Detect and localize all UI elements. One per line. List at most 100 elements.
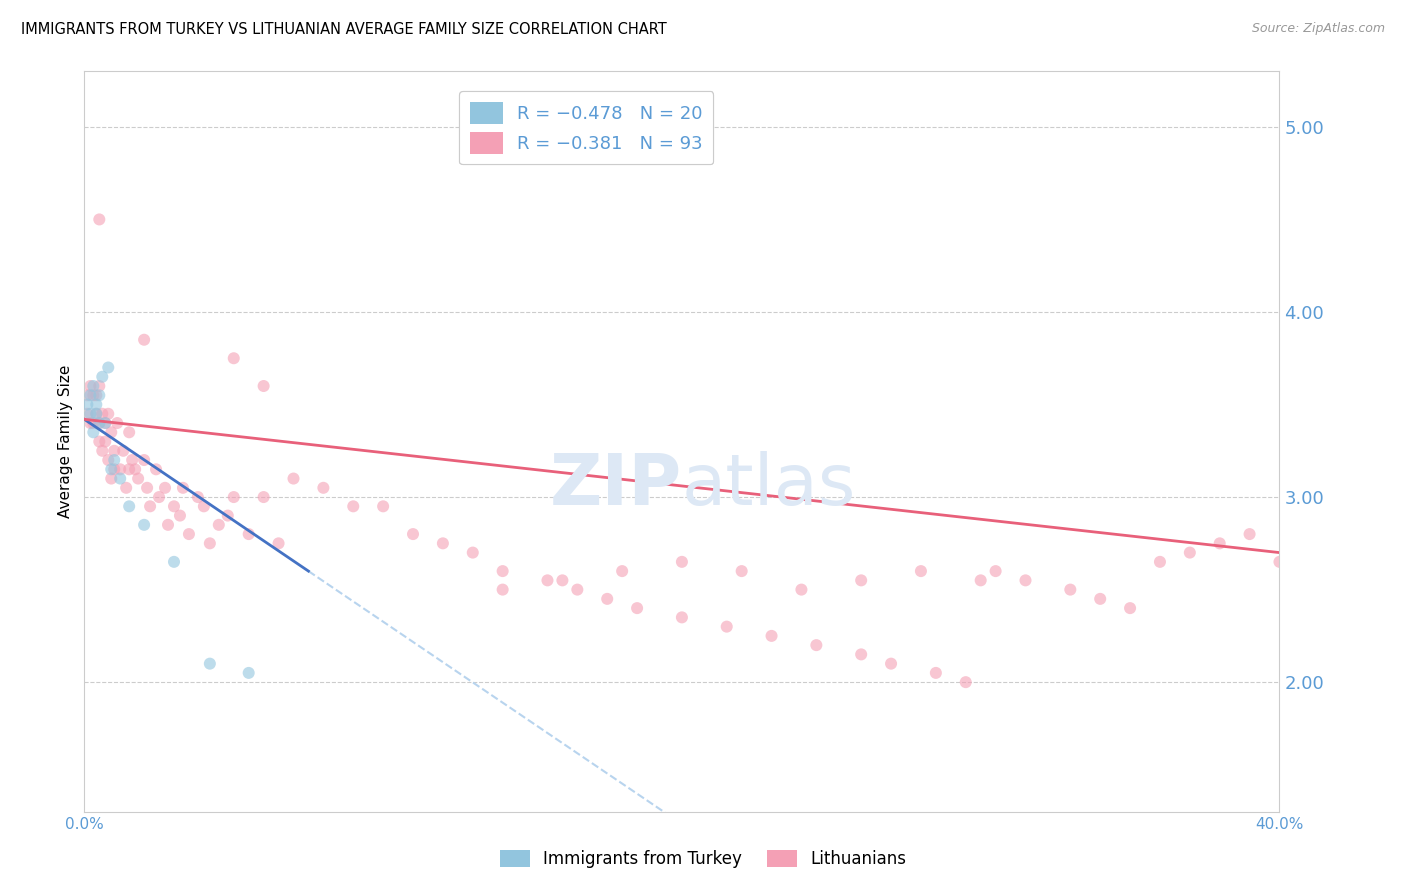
Point (86, 398, 108, 412)
Point (110, 462, 132, 476)
Point (91, 369, 114, 384)
Point (145, 462, 167, 476)
Point (79, 416, 101, 430)
Point (432, 536, 454, 550)
Point (612, 564, 634, 578)
Point (198, 657, 221, 671)
Point (100, 472, 122, 486)
Point (79, 379, 101, 393)
Point (880, 657, 903, 671)
Point (89, 416, 111, 430)
Point (536, 574, 558, 588)
Point (118, 500, 141, 514)
Point (851, 648, 873, 662)
Point (1059, 582, 1081, 597)
Point (217, 508, 239, 523)
Point (91, 407, 114, 421)
Point (1090, 591, 1112, 606)
Point (97, 360, 120, 375)
Y-axis label: Average Family Size: Average Family Size (58, 365, 73, 518)
Point (1014, 574, 1036, 588)
Point (82, 416, 104, 430)
Point (103, 443, 125, 458)
Point (596, 591, 619, 606)
Point (86, 407, 108, 421)
Point (238, 665, 260, 680)
Point (222, 490, 245, 504)
Point (851, 574, 873, 588)
Point (312, 481, 335, 495)
Point (94, 434, 117, 449)
Point (153, 481, 176, 495)
Point (89, 212, 111, 227)
Point (1178, 545, 1201, 560)
Point (253, 379, 276, 393)
Point (1119, 601, 1142, 615)
Text: Source: ZipAtlas.com: Source: ZipAtlas.com (1251, 22, 1385, 36)
Point (148, 490, 170, 504)
Point (110, 472, 132, 486)
Point (79, 407, 101, 421)
Point (97, 407, 120, 421)
Point (94, 416, 117, 430)
Point (187, 490, 209, 504)
Point (136, 481, 159, 495)
Point (984, 564, 1007, 578)
Point (132, 333, 156, 347)
Point (89, 434, 111, 449)
Point (1149, 555, 1171, 569)
Text: atlas: atlas (682, 451, 856, 520)
Point (1239, 527, 1261, 541)
Point (112, 443, 135, 458)
Point (283, 472, 305, 486)
Point (89, 379, 111, 393)
Point (267, 536, 290, 550)
Point (127, 472, 149, 486)
Point (103, 453, 125, 467)
Legend: R = −0.478   N = 20, R = −0.381   N = 93: R = −0.478 N = 20, R = −0.381 N = 93 (460, 92, 713, 164)
Point (671, 555, 693, 569)
Point (373, 500, 395, 514)
Point (671, 610, 693, 624)
Point (172, 481, 194, 495)
Point (402, 527, 425, 541)
Point (100, 462, 122, 476)
Point (238, 527, 260, 541)
Point (1268, 555, 1291, 569)
Point (79, 388, 101, 402)
Point (89, 416, 111, 430)
Point (121, 453, 143, 467)
Point (1209, 536, 1232, 550)
Point (91, 443, 114, 458)
Point (132, 517, 156, 532)
Text: IMMIGRANTS FROM TURKEY VS LITHUANIAN AVERAGE FAMILY SIZE CORRELATION CHART: IMMIGRANTS FROM TURKEY VS LITHUANIAN AVE… (21, 22, 666, 37)
Point (97, 453, 120, 467)
Text: ZIP: ZIP (550, 451, 682, 520)
Point (103, 462, 125, 476)
Point (208, 517, 231, 532)
Point (86, 388, 108, 402)
Point (169, 508, 191, 523)
Point (551, 574, 574, 588)
Point (100, 425, 122, 440)
Point (86, 407, 108, 421)
Point (163, 500, 186, 514)
Legend: Immigrants from Turkey, Lithuanians: Immigrants from Turkey, Lithuanians (494, 843, 912, 875)
Point (118, 425, 141, 440)
Point (461, 545, 484, 560)
Point (970, 574, 993, 588)
Point (177, 527, 200, 541)
Point (115, 481, 138, 495)
Point (82, 379, 104, 393)
Point (82, 388, 104, 402)
Point (198, 536, 221, 550)
Point (492, 582, 515, 597)
Point (910, 564, 932, 578)
Point (89, 388, 111, 402)
Point (193, 500, 215, 514)
Point (76, 398, 98, 412)
Point (222, 351, 245, 366)
Point (105, 416, 128, 430)
Point (82, 425, 104, 440)
Point (925, 665, 948, 680)
